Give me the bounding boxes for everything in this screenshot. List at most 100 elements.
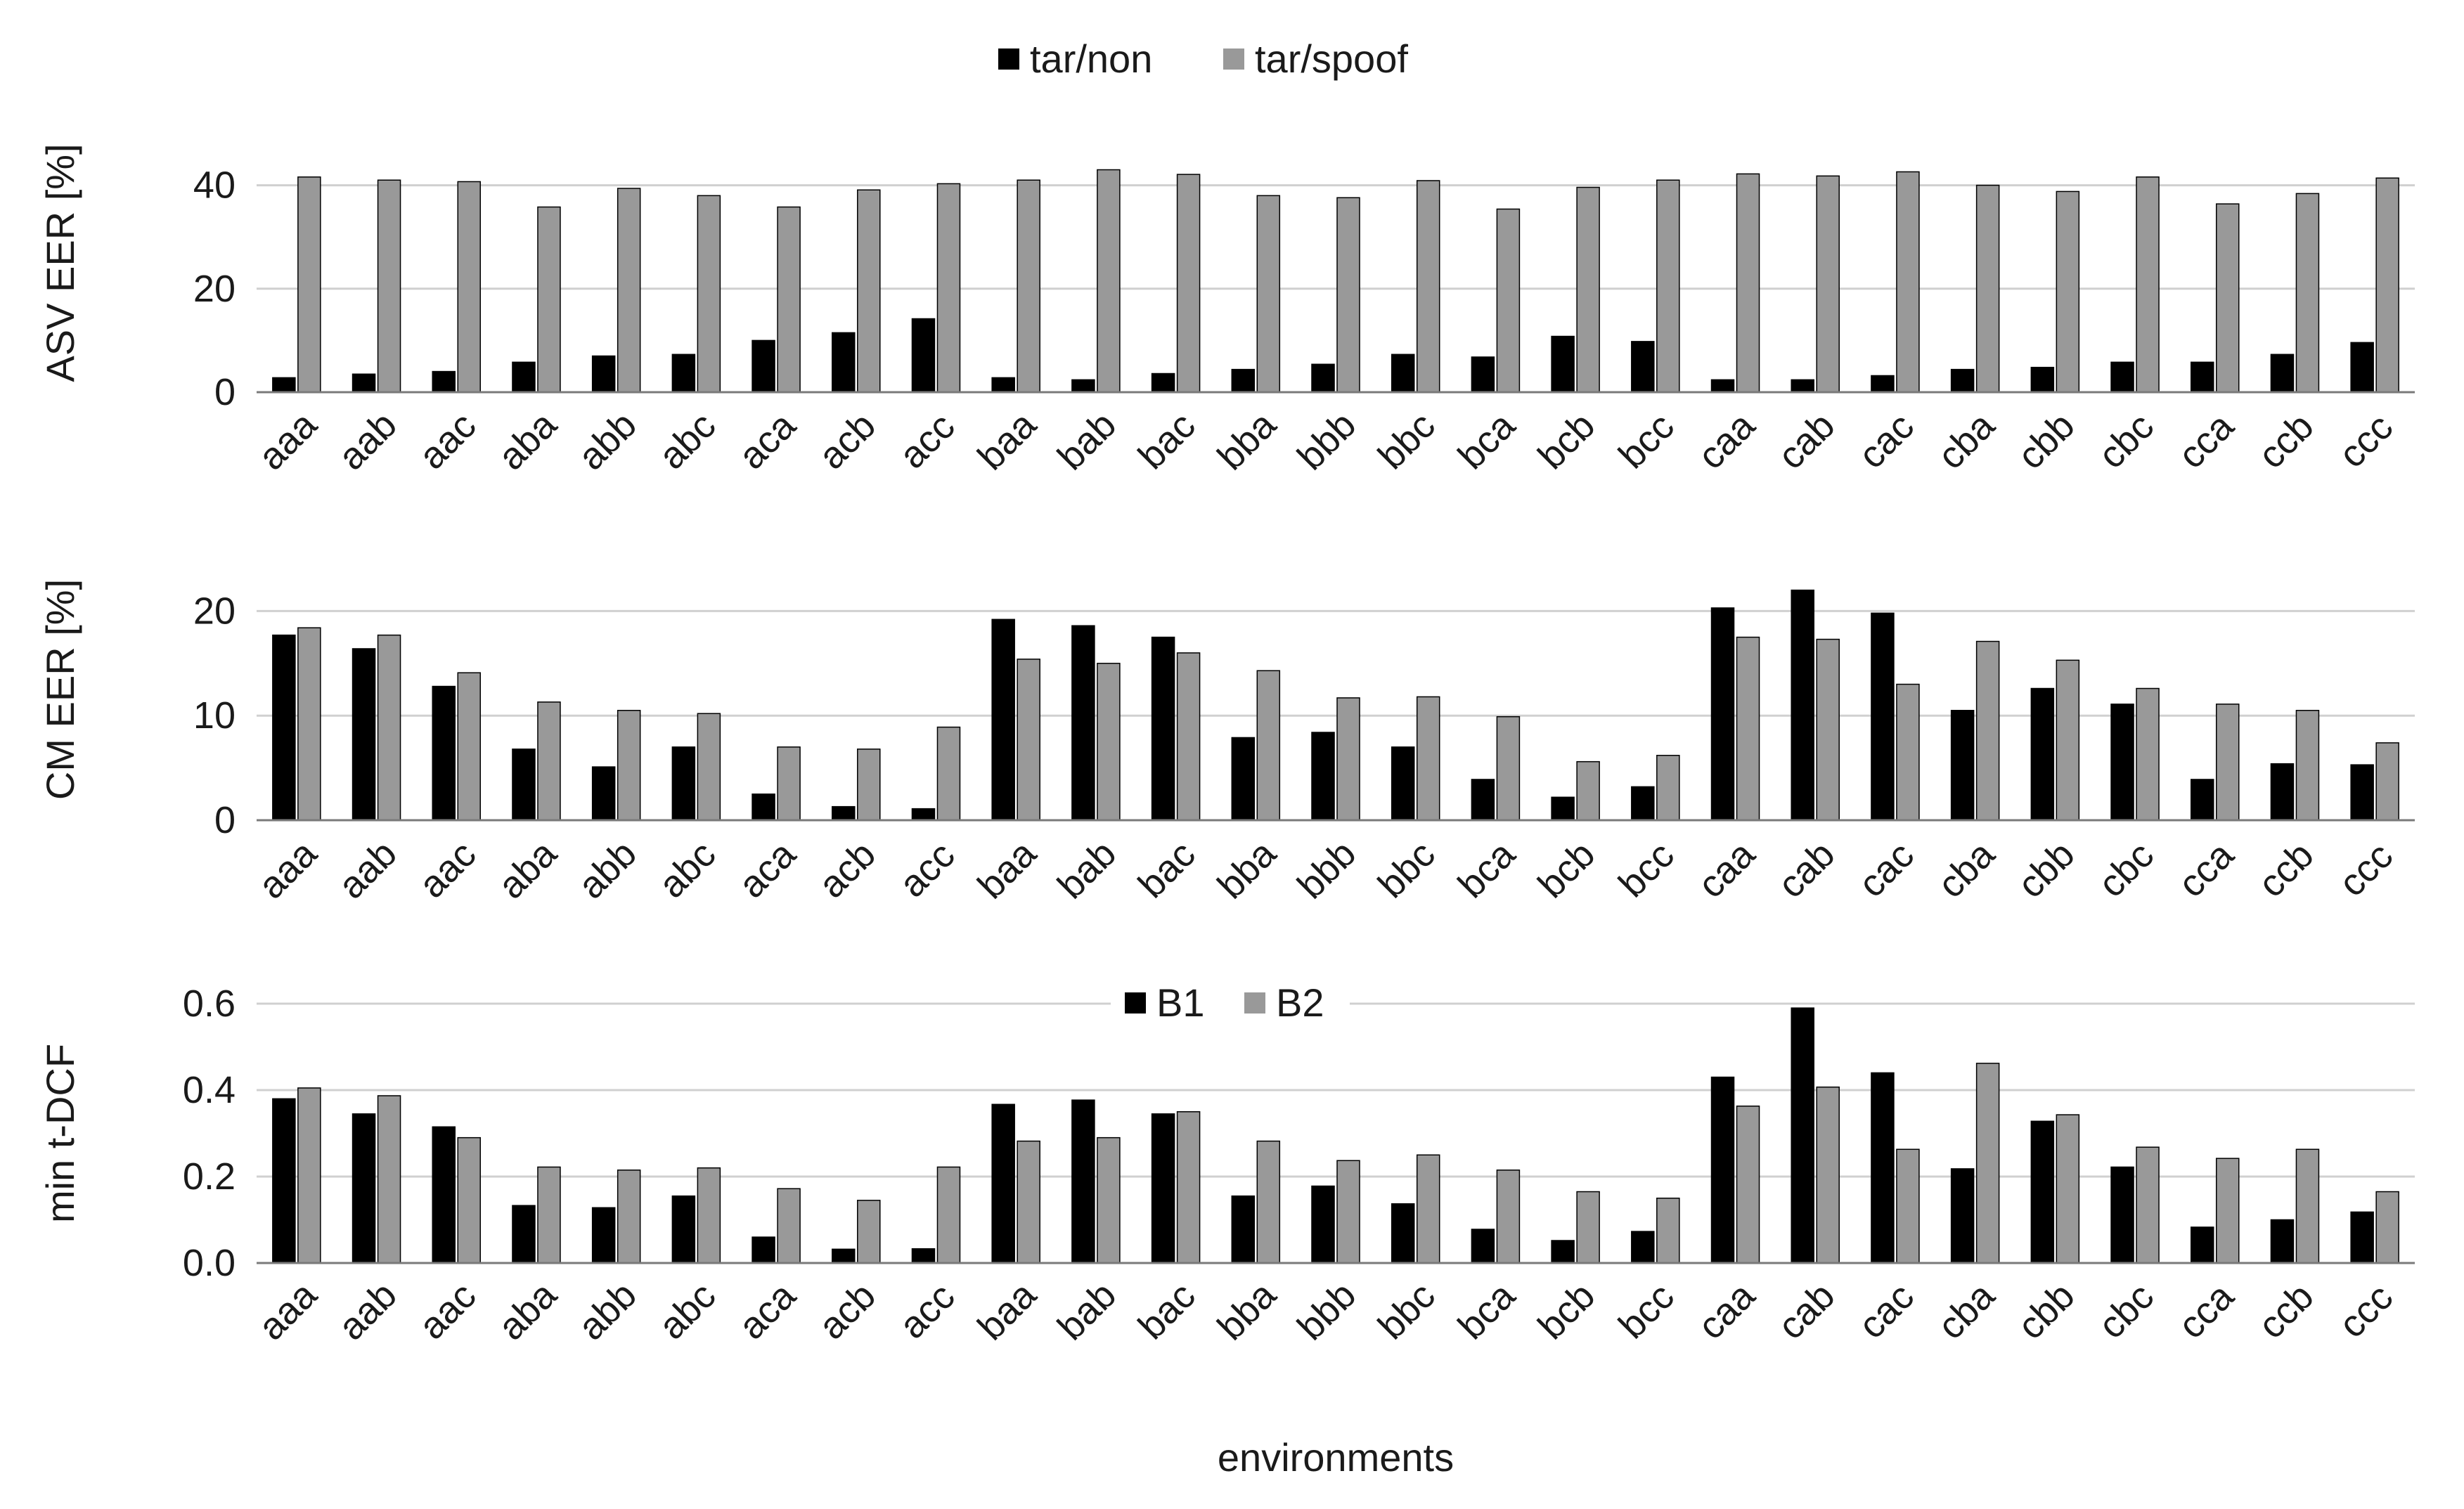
x-tick-label: aba [490,1274,565,1349]
bar-series-2-bba [1256,195,1281,393]
bar-series-1-cbc [2110,1166,2134,1264]
bar-series-2-ccc [2375,177,2399,393]
y-tick-label: 0 [214,799,236,841]
x-tick-label: cab [1769,404,1843,477]
bar-series-2-cac [1896,683,1920,821]
bar-series-2-caa [1736,1106,1760,1264]
x-tick-label: abb [570,1274,645,1348]
x-tick-label: acb [811,1274,884,1347]
bar-series-1-aba [512,361,536,393]
x-tick-label: cbc [2090,405,2162,477]
bar-series-1-ccc [2350,1211,2374,1264]
bar-series-1-acc [911,1248,936,1264]
x-tick-label: ccb [2250,1275,2322,1347]
x-tick-label: bbc [1370,833,1443,906]
x-tick-label: cac [1850,1275,1922,1347]
bar-series-2-cbc [2136,1146,2160,1264]
bar-series-2-bac [1176,652,1201,821]
legend-entry: B2 [1276,980,1324,1025]
bar-series-1-caa [1710,379,1735,393]
legend-entry: B1 [1156,980,1205,1025]
legend: B1 B2 [1111,980,1350,1026]
x-tick-label: aab [330,832,405,907]
y-tick-label: 20 [193,590,236,632]
bar-series-1-cba [1950,710,1975,821]
bar-series-2-bca [1496,715,1521,821]
bar-series-2-aca [777,206,801,393]
x-tick-label: bab [1050,1274,1124,1348]
legend-swatch [1125,992,1146,1013]
bar-series-1-bcb [1551,335,1575,393]
bar-series-1-bab [1071,1099,1095,1264]
x-tick-label: bba [1209,1274,1284,1349]
x-tick-label: bac [1130,1274,1204,1347]
bar-series-1-bcb [1551,796,1575,821]
bar-series-2-ccc [2375,742,2399,821]
x-tick-label: aab [330,403,405,478]
x-tick-label: baa [969,832,1045,907]
bar-series-2-aba [537,206,561,393]
x-tick-label: baa [969,403,1045,479]
bar-series-2-cca [2215,203,2240,393]
bar-series-1-bbc [1391,354,1415,393]
bar-series-2-bac [1176,174,1201,393]
bar-series-1-aca [752,1236,775,1264]
bar-series-1-bbb [1311,732,1335,821]
bar-series-1-cbb [2030,687,2055,821]
bar-series-1-aca [752,339,775,393]
x-tick-label: ccb [2250,834,2322,905]
bar-series-1-bcb [1551,1240,1575,1264]
bar-series-2-acc [936,726,961,821]
bar-series-1-bba [1231,1195,1256,1264]
bar-series-2-cab [1816,175,1840,393]
bar-series-1-abb [591,766,616,821]
bar-series-2-aab [377,179,401,393]
bar-series-1-bab [1071,625,1095,821]
x-tick-label: bac [1130,404,1204,477]
bar-series-1-caa [1710,1076,1735,1264]
bar-series-2-bbb [1336,197,1360,393]
bar-series-1-cbc [2110,361,2134,393]
x-tick-label: bba [1209,832,1284,907]
x-tick-label: aac [411,833,484,906]
bar-series-2-cbc [2136,687,2160,821]
x-tick-label: ccc [2331,1276,2401,1346]
bar-series-1-abb [591,1207,616,1264]
bar-series-2-bab [1097,169,1121,393]
bar-series-1-ccb [2270,354,2295,393]
x-tick-label: bcc [1611,834,1682,905]
bar-series-2-baa [1017,659,1040,821]
x-tick-label: abc [651,404,724,477]
legend-swatch [1223,48,1244,70]
bar-series-1-bbc [1391,1203,1415,1264]
y-axis-label: min t-DCF [38,1044,82,1223]
bar-series-1-bca [1471,356,1495,393]
y-tick-label: 20 [193,268,236,310]
bar-series-1-bab [1071,379,1095,393]
bar-series-1-caa [1710,607,1735,821]
bar-series-2-bcb [1576,760,1600,821]
bar-series-1-baa [991,1103,1015,1264]
x-tick-label: cab [1769,1274,1843,1347]
bar-series-2-abc [697,195,721,393]
x-tick-label: acb [811,404,884,477]
bar-series-2-ccb [2295,710,2320,821]
x-tick-label: acc [891,1275,963,1347]
bar-series-1-bbb [1311,363,1335,393]
bar-series-2-bab [1097,663,1121,821]
bar-series-2-aac [457,672,482,821]
bar-series-2-aaa [297,627,321,821]
bar-series-2-abb [617,710,641,821]
x-tick-label: cca [2170,405,2243,477]
bar-series-2-cbb [2056,1114,2080,1264]
bar-series-2-cbc [2136,176,2160,393]
bar-series-1-aaa [272,1098,296,1264]
x-tick-label: abc [651,1274,724,1347]
legend-entry: tar/spoof [1255,37,1408,81]
x-tick-label: aaa [250,403,325,479]
x-tick-label: cbc [2090,834,2162,905]
bar-series-1-abc [671,746,696,821]
x-tick-label: cca [2170,1275,2243,1347]
